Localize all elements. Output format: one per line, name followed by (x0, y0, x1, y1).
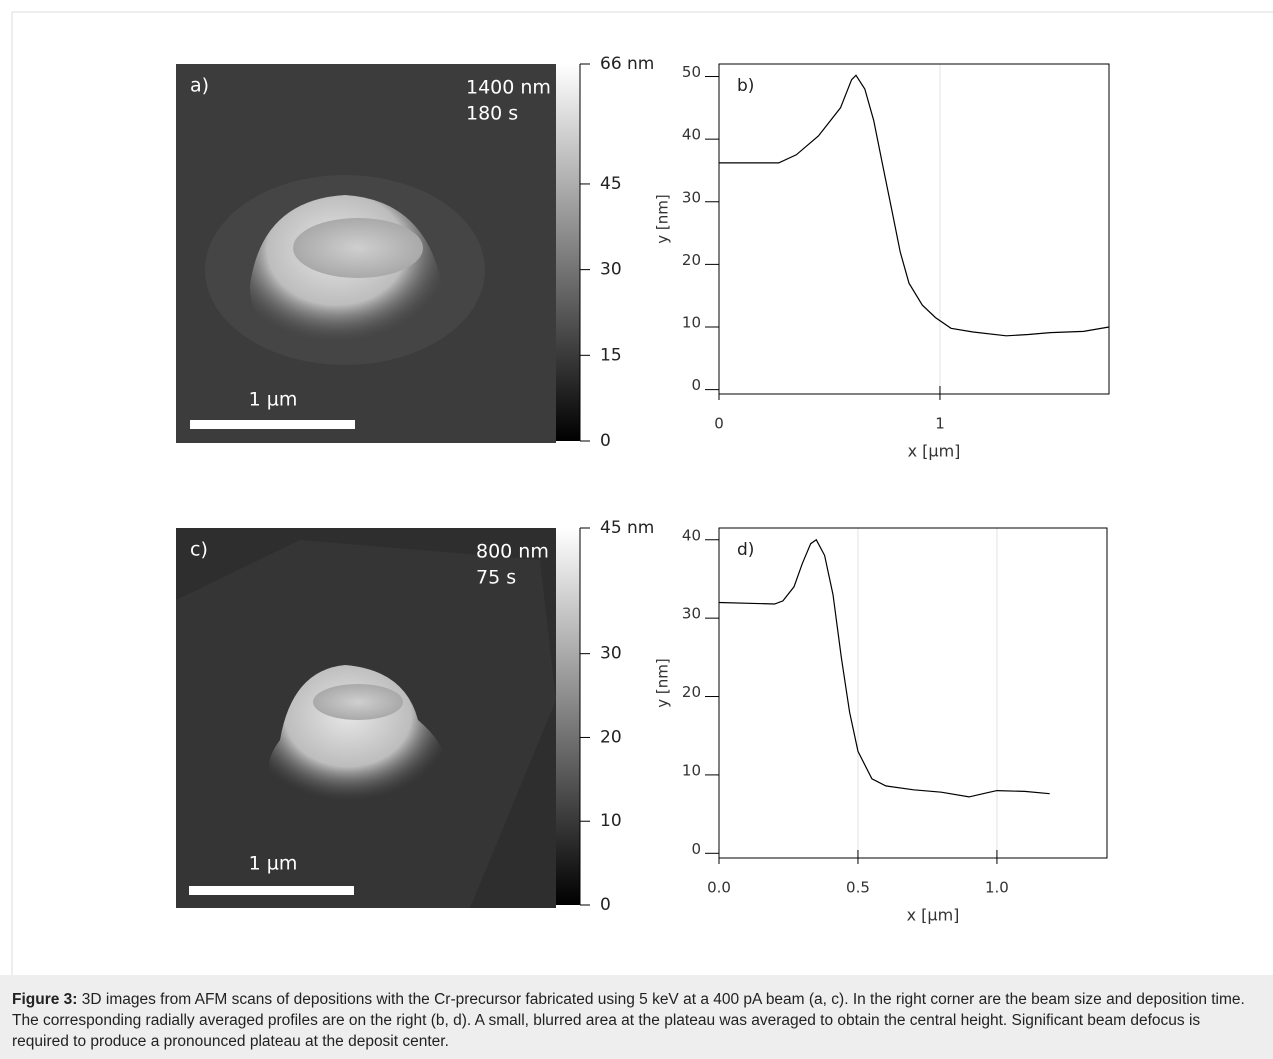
x-tick-label: 0.5 (846, 879, 870, 897)
x-axis-label: x [µm] (908, 442, 961, 461)
colorbar (556, 528, 580, 905)
deposition-time: 75 s (476, 567, 516, 589)
colorbar-tick-label: 45 nm (600, 518, 654, 538)
x-axis-label: x [µm] (907, 906, 960, 925)
caption-text: 3D images from AFM scans of depositions … (12, 991, 1245, 1050)
y-tick-label: 40 (682, 526, 701, 544)
y-tick-label: 30 (682, 605, 701, 623)
data-line (719, 74, 1110, 337)
x-tick-label: 0 (714, 415, 724, 433)
afm-crater (293, 218, 423, 278)
panel-label: b) (737, 76, 754, 96)
y-tick-label: 20 (682, 251, 701, 269)
y-tick-label: 30 (682, 188, 701, 206)
y-tick-label: 50 (682, 63, 701, 81)
colorbar-tick-label: 0 (600, 895, 611, 915)
plot-frame (718, 527, 1108, 859)
scale-bar (189, 886, 354, 895)
y-axis-label: y [nm] (654, 194, 672, 243)
scale-bar (190, 420, 355, 429)
colorbar-tick-label: 0 (600, 431, 611, 451)
caption-label: Figure 3: (12, 991, 78, 1008)
panel-label: d) (737, 540, 754, 560)
y-tick-label: 10 (682, 761, 701, 779)
colorbar-tick-label: 45 (600, 174, 622, 194)
deposition-time: 180 s (466, 103, 518, 125)
x-tick-label: 0.0 (707, 879, 731, 897)
colorbar (556, 64, 580, 441)
x-tick-label: 1.0 (985, 879, 1009, 897)
colorbar-tick-label: 66 nm (600, 54, 654, 74)
colorbar-tick-label: 30 (600, 260, 622, 280)
panel-label: a) (190, 75, 209, 97)
colorbar-tick-label: 30 (600, 644, 622, 664)
caption: Figure 3: 3D images from AFM scans of de… (0, 975, 1273, 1059)
colorbar-tick-label: 20 (600, 727, 622, 747)
figure: a) 1400 nm 180 s 1 µm 0 15 30 45 66 nm c) 800 nm 75… (11, 11, 1273, 975)
colorbar-tick-label: 15 (600, 345, 622, 365)
scale-bar-label: 1 µm (249, 389, 298, 411)
beam-size: 800 nm (476, 541, 549, 563)
colorbar-tick-label: 10 (600, 811, 622, 831)
plot-frame (718, 63, 1110, 395)
y-tick-label: 0 (691, 840, 701, 858)
data-line (718, 538, 1050, 798)
y-tick-label: 0 (691, 376, 701, 394)
y-axis-label: y [nm] (654, 658, 672, 707)
x-tick-label: 1 (935, 415, 945, 433)
y-tick-label: 10 (682, 313, 701, 331)
scale-bar-label: 1 µm (249, 853, 298, 875)
y-tick-label: 40 (682, 126, 701, 144)
panel-label: c) (190, 539, 208, 561)
afm-crater (313, 684, 403, 720)
y-tick-label: 20 (682, 683, 701, 701)
beam-size: 1400 nm (466, 77, 551, 99)
